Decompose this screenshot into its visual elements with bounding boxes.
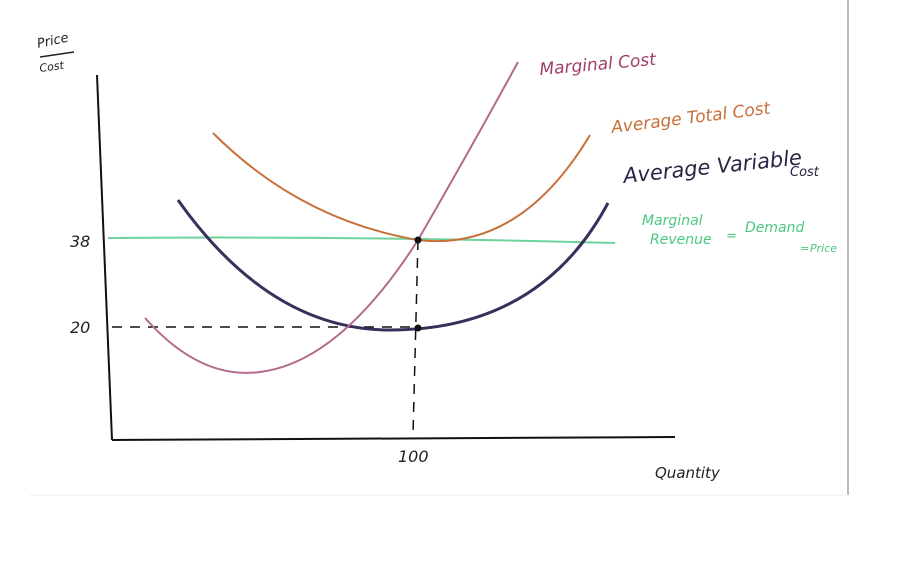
curve-label: = <box>726 229 737 244</box>
intersection-point <box>414 236 422 244</box>
x-tick-label: 100 <box>398 447 429 466</box>
y-tick-label: 20 <box>70 318 90 337</box>
curve-label: Demand <box>745 220 804 236</box>
fraction-bar <box>39 51 75 58</box>
marginal-revenue-curve <box>107 236 616 244</box>
curve-label: Price <box>810 242 837 255</box>
curve-label: Cost <box>790 165 820 180</box>
y-tick-label: 38 <box>70 232 90 251</box>
marginal-cost-curve <box>144 61 519 374</box>
x-axis <box>111 436 676 441</box>
intersection-point <box>414 324 422 332</box>
guide-line <box>412 239 419 436</box>
curve-label: = <box>800 242 809 255</box>
curve-label: Marginal <box>642 213 703 229</box>
y-axis-label: Cost <box>39 59 66 75</box>
curve-label: Revenue <box>650 232 712 248</box>
y-axis-label: Price <box>36 31 70 52</box>
x-axis-label: Quantity <box>655 464 721 482</box>
y-axis <box>96 74 113 441</box>
average-variable-cost-curve <box>176 199 610 332</box>
